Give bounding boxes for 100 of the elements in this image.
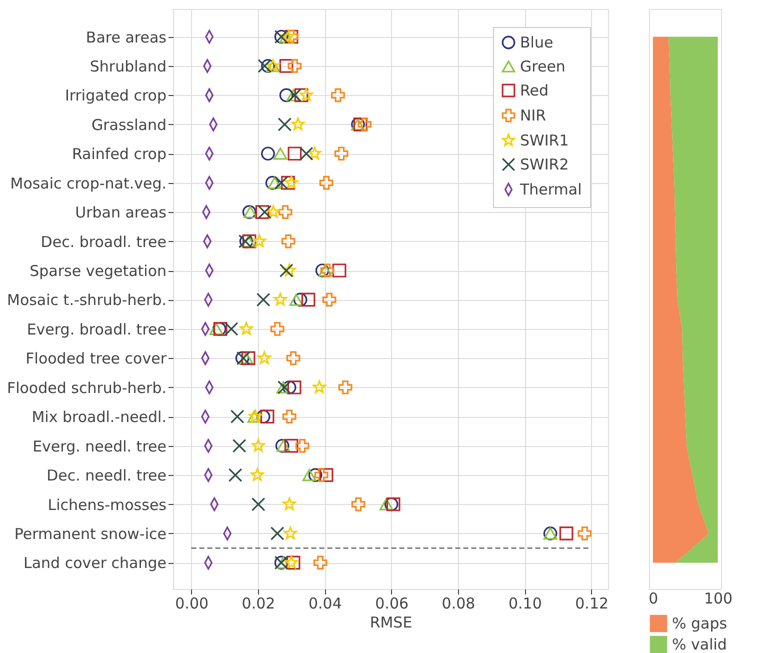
point	[299, 146, 314, 161]
y-tick-label: Irrigated crop	[64, 86, 166, 105]
y-tick-label: Shrubland	[90, 57, 166, 76]
point	[209, 322, 224, 336]
point	[278, 205, 292, 219]
y-tick-label: Mosaic t.-shrub-herb.	[7, 291, 166, 310]
y-tick-label: Land cover change	[23, 554, 166, 572]
point	[300, 88, 313, 101]
point	[331, 88, 345, 102]
point	[284, 438, 298, 453]
point	[256, 410, 270, 424]
y-tick-label: Dec. needl. tree	[46, 466, 166, 485]
x-tick-label: 0.08	[442, 594, 476, 612]
x-tick-label: 0	[648, 590, 658, 608]
legend-label: % gaps	[672, 614, 728, 632]
y-tick-label: Urban areas	[75, 204, 167, 222]
legend-label: % valid	[672, 636, 727, 653]
y-tick-label: Lichens-mosses	[48, 496, 167, 514]
point	[252, 438, 265, 452]
point	[322, 292, 336, 307]
point	[282, 410, 296, 424]
point	[282, 264, 296, 276]
point	[313, 556, 328, 570]
point	[256, 292, 270, 307]
point	[232, 438, 246, 453]
y-tick-label: Rainfed crop	[72, 145, 166, 164]
point	[265, 176, 280, 190]
y-tick-label: Sparse vegetation	[30, 262, 166, 280]
y-tick-label: Grassland	[92, 116, 166, 134]
legend-label: Thermal	[519, 180, 582, 198]
point	[289, 294, 304, 306]
point	[302, 468, 316, 482]
point	[268, 176, 282, 189]
point	[282, 380, 296, 394]
point	[274, 292, 287, 306]
y-tick-label: Flooded schrub-herb.	[6, 378, 166, 397]
point	[291, 117, 305, 130]
point	[270, 322, 284, 336]
point	[353, 117, 368, 132]
legend-label: Green	[520, 58, 566, 76]
x-axis-title: RMSE	[370, 614, 412, 632]
point	[293, 292, 308, 307]
point	[279, 264, 294, 278]
point	[274, 176, 288, 190]
point	[281, 176, 295, 190]
point	[281, 234, 296, 248]
point	[279, 88, 294, 102]
point	[319, 176, 334, 190]
point	[270, 526, 284, 540]
point	[308, 146, 322, 160]
point	[282, 497, 296, 510]
point	[314, 468, 328, 482]
x-tick-label: 0.06	[375, 594, 409, 612]
point	[284, 176, 298, 189]
point	[258, 351, 271, 364]
point	[379, 498, 394, 510]
legend-label: SWIR2	[520, 156, 569, 174]
point	[358, 117, 372, 132]
x-tick-label: 100	[704, 590, 733, 608]
y-tick-label: Bare areas	[86, 28, 167, 46]
point	[240, 322, 253, 335]
y-tick-label: Dec. broadl. tree	[40, 232, 166, 251]
legend-label: NIR	[520, 106, 546, 124]
point	[250, 468, 264, 481]
point	[251, 497, 266, 512]
point	[288, 59, 302, 73]
point	[288, 146, 302, 161]
point	[266, 205, 280, 218]
x-tick-label: 0.00	[175, 594, 209, 612]
point	[319, 468, 334, 482]
point	[312, 380, 326, 394]
point	[224, 322, 238, 336]
point	[315, 264, 330, 278]
x-tick-label: 0.10	[508, 594, 542, 612]
point	[284, 526, 297, 540]
point	[294, 88, 308, 102]
point	[334, 146, 348, 161]
legend-label: SWIR1	[520, 132, 569, 150]
y-tick-label: Everg. broadl. tree	[26, 320, 166, 338]
point	[287, 380, 302, 394]
point	[338, 380, 352, 394]
point	[301, 292, 316, 307]
point	[260, 410, 274, 424]
point	[286, 556, 300, 570]
point	[286, 351, 300, 366]
legend-label: Red	[520, 82, 548, 100]
legend-label: Blue	[520, 34, 554, 52]
point	[255, 205, 270, 219]
point	[273, 148, 288, 160]
point	[308, 468, 322, 482]
x-tick-label: 0.02	[242, 594, 276, 612]
point	[295, 438, 310, 453]
x-tick-label: 0.12	[575, 594, 609, 612]
point	[258, 205, 272, 219]
point	[559, 526, 574, 540]
y-tick-label: Mosaic crop-nat.veg.	[10, 174, 166, 192]
point	[284, 556, 298, 568]
point	[332, 264, 346, 278]
y-tick-label: Everg. needl. tree	[32, 437, 166, 456]
y-tick-label: Flooded tree cover	[26, 350, 168, 368]
